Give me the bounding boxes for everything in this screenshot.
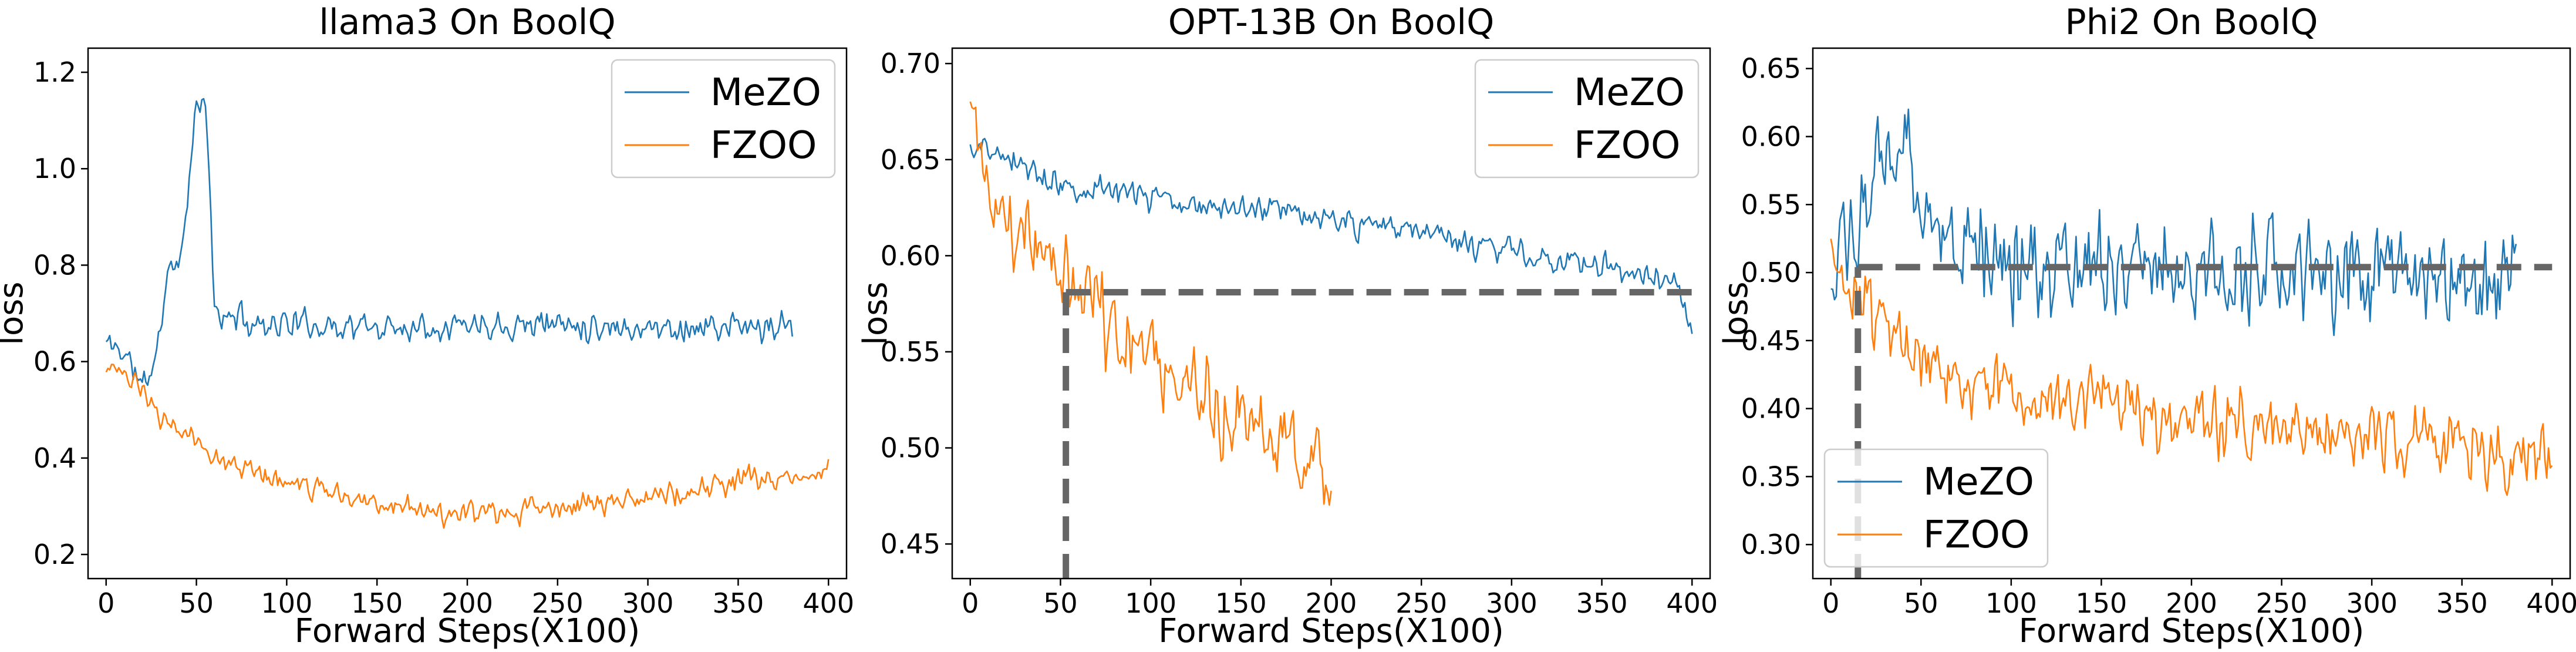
x-tick-label: 100: [1125, 587, 1176, 619]
x-tick-label: 300: [1486, 587, 1537, 619]
legend-box: [1823, 448, 2049, 568]
x-tick-label: 50: [1904, 587, 1938, 619]
x-tick-label: 250: [1395, 587, 1447, 619]
chart-title: Phi2 On BoolQ: [2065, 2, 2318, 43]
x-tick-label: 350: [713, 587, 764, 619]
y-tick-label: 0.2: [33, 539, 76, 570]
series-line-fzoo: [969, 101, 1332, 506]
legend-box: [1474, 59, 1700, 179]
x-tick-label: 400: [803, 587, 854, 619]
legend: MeZO FZOO: [611, 59, 836, 179]
chart-title: llama3 On BoolQ: [319, 2, 615, 43]
y-tick-label: 0.40: [1741, 393, 1801, 425]
x-tick-label: 350: [2436, 587, 2488, 619]
x-tick-label: 0: [1822, 587, 1839, 619]
x-tick-label: 0: [962, 587, 979, 619]
x-tick-label: 300: [2346, 587, 2398, 619]
legend-label-fzoo: FZOO: [710, 124, 817, 167]
x-tick-label: 250: [2256, 587, 2308, 619]
series-line-mezo: [969, 137, 1693, 334]
legend: MeZO FZOO: [1474, 59, 1700, 179]
y-tick-label: 0.6: [33, 346, 76, 378]
legend-label-fzoo: FZOO: [1574, 124, 1680, 167]
x-tick-label: 200: [1306, 587, 1357, 619]
x-tick-label: 150: [1215, 587, 1267, 619]
series-line-mezo: [1830, 108, 2517, 337]
y-tick-label: 0.50: [1741, 257, 1801, 288]
y-axis-label: loss: [1717, 281, 1755, 345]
legend: MeZO FZOO: [1823, 448, 2049, 568]
x-tick-label: 0: [97, 587, 114, 619]
x-tick-label: 150: [351, 587, 403, 619]
x-tick-label: 200: [2166, 587, 2217, 619]
y-tick-label: 0.65: [881, 144, 940, 176]
y-axis-label: loss: [0, 281, 31, 345]
y-tick-label: 0.30: [1741, 529, 1801, 560]
x-tick-label: 100: [1985, 587, 2037, 619]
x-axis-label: Forward Steps(X100): [295, 612, 640, 650]
y-tick-label: 1.2: [33, 56, 76, 88]
x-tick-label: 400: [2526, 587, 2576, 619]
y-tick-label: 0.60: [1741, 121, 1801, 153]
x-tick-label: 50: [1043, 587, 1078, 619]
legend-label-mezo: MeZO: [1923, 461, 2034, 504]
x-tick-label: 100: [261, 587, 312, 619]
y-tick-label: 0.65: [1741, 53, 1801, 85]
x-tick-label: 200: [441, 587, 493, 619]
chart-title: OPT-13B On BoolQ: [1168, 2, 1495, 43]
y-tick-label: 1.0: [33, 153, 76, 184]
series-line-fzoo: [1830, 238, 2553, 496]
series-line-fzoo: [105, 364, 830, 529]
series-line-mezo: [105, 98, 793, 387]
y-tick-label: 0.35: [1741, 461, 1801, 492]
x-tick-label: 250: [532, 587, 584, 619]
y-tick-label: 0.45: [1741, 325, 1801, 357]
x-tick-label: 400: [1666, 587, 1718, 619]
chart-panel-1: llama3 On BoolQ 0 50 100 150 200 250 300 350 400 0…: [0, 2, 854, 650]
y-tick-label: 0.60: [881, 240, 940, 271]
legend-label-mezo: MeZO: [1574, 71, 1685, 115]
y-tick-label: 0.8: [33, 249, 76, 281]
legend-label-fzoo: FZOO: [1923, 513, 2029, 557]
y-tick-label: 0.55: [881, 336, 940, 368]
x-tick-label: 50: [179, 587, 214, 619]
y-tick-label: 0.55: [1741, 189, 1801, 220]
x-tick-label: 150: [2076, 587, 2127, 619]
y-axis-label: loss: [857, 281, 895, 345]
y-tick-label: 0.45: [881, 528, 940, 560]
chart-panel-2: OPT-13B On BoolQ 0 50 100 150 200 250 300 350 400…: [857, 2, 1718, 650]
legend-box: [611, 59, 836, 179]
y-tick-label: 0.4: [33, 442, 76, 474]
legend-label-mezo: MeZO: [710, 71, 821, 115]
x-axis-label: Forward Steps(X100): [2019, 612, 2365, 650]
x-axis-label: Forward Steps(X100): [1158, 612, 1504, 650]
x-tick-label: 350: [1576, 587, 1628, 619]
y-tick-label: 0.70: [881, 48, 940, 79]
y-tick-label: 0.50: [881, 432, 940, 464]
chart-panel-3: Phi2 On BoolQ 0 50 100 150 200 250 300 350 400 0.3…: [1717, 2, 2576, 650]
x-tick-label: 300: [622, 587, 674, 619]
